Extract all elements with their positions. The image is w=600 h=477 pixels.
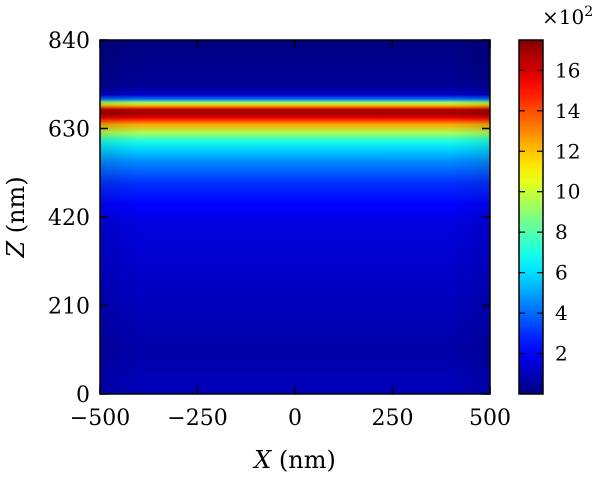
x-tick-label: −500	[70, 406, 130, 431]
y-tick-label: 210	[48, 295, 90, 320]
colorbar-tick-label: 14	[555, 99, 580, 123]
colorbar-ticks: 2 4 6 8 10 12 14 16	[519, 58, 580, 366]
y-tick-label: 630	[48, 118, 90, 143]
x-tick-label: 0	[288, 406, 302, 431]
x-axis-label: X (nm)	[252, 446, 336, 474]
colorbar: 2 4 6 8 10 12 14 16 ×102	[518, 4, 593, 395]
y-tick-label: 420	[48, 206, 90, 231]
y-axis: 0 210 420 630 840	[48, 29, 490, 408]
colorbar-tick-label: 8	[555, 220, 568, 244]
colorbar-tick-label: 4	[555, 301, 568, 325]
colorbar-tick-label: 10	[555, 180, 580, 204]
y-axis-label: Z (nm)	[2, 176, 30, 258]
x-axis: −500 −250 0 250 500	[70, 40, 511, 431]
colorbar-tick-label: 12	[555, 139, 580, 163]
colorbar-scale	[518, 39, 544, 395]
y-tick-label: 0	[76, 383, 90, 408]
y-tick-label: 840	[48, 29, 90, 54]
colorbar-tick-label: 16	[555, 58, 580, 82]
plot-area	[99, 39, 491, 395]
x-tick-label: 500	[469, 406, 511, 431]
colorbar-tick-label: 6	[555, 261, 568, 285]
heatmap-field	[100, 40, 490, 394]
colorbar-multiplier: ×102	[542, 4, 593, 29]
colorbar-tick-label: 2	[555, 342, 568, 366]
x-tick-label: −250	[167, 406, 227, 431]
x-tick-label: 250	[372, 406, 414, 431]
